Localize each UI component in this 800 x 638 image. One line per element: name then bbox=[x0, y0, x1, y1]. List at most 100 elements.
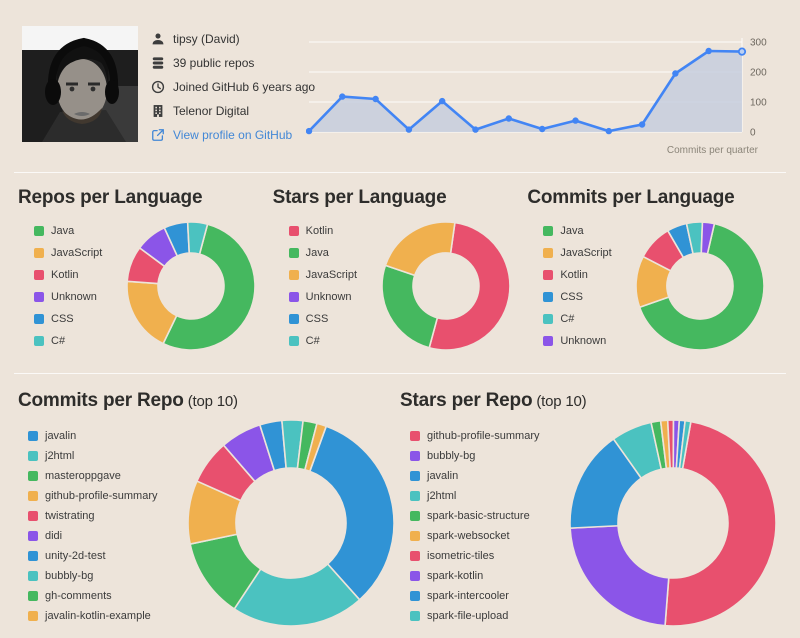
legend-label: javalin-kotlin-example bbox=[45, 610, 151, 622]
legend-item-spark-basic-structure: spark-basic-structure bbox=[410, 510, 566, 522]
data-point bbox=[472, 126, 479, 133]
legend-label: JavaScript bbox=[305, 269, 358, 281]
data-point bbox=[737, 47, 747, 56]
legend-label: didi bbox=[45, 530, 63, 542]
legend-item-didi: didi bbox=[28, 530, 184, 542]
donut-slice-C# bbox=[186, 221, 209, 255]
legend-item-javalin: javalin bbox=[410, 470, 566, 482]
legend-swatch bbox=[288, 270, 299, 280]
view-profile-link[interactable]: View profile on GitHub bbox=[173, 128, 293, 142]
legend-item-bubbly-bg: bubbly-bg bbox=[410, 450, 566, 462]
repos-count-text: 39 public repos bbox=[173, 56, 255, 70]
legend-label: CSS bbox=[305, 313, 329, 325]
profile-organization-row: Telenor Digital bbox=[151, 103, 303, 119]
legend-swatch bbox=[543, 314, 554, 324]
legend-item-github-profile-summary: github-profile-summary bbox=[410, 430, 566, 442]
repos-per-language-donut bbox=[126, 221, 256, 351]
commits-per-repo-card: Commits per Repo (top 10) javalin j2html ma… bbox=[18, 374, 400, 630]
legend-label: Unknown bbox=[51, 291, 97, 303]
data-point bbox=[505, 115, 512, 122]
donut-slice-javalin bbox=[309, 425, 395, 601]
legend-label: CSS bbox=[560, 291, 583, 303]
legend-swatch bbox=[410, 611, 420, 621]
line-area-fill bbox=[309, 51, 742, 132]
legend-item-Unknown: Unknown bbox=[288, 291, 377, 303]
legend-label: Unknown bbox=[560, 335, 607, 347]
user-icon bbox=[152, 33, 164, 45]
commits-per-repo-legend: javalin j2html masteroppgave github-profile… bbox=[28, 430, 184, 630]
legend-label: Kotlin bbox=[51, 269, 79, 281]
legend-label: bubbly-bg bbox=[427, 450, 476, 462]
legend-item-twistrating: twistrating bbox=[28, 510, 184, 522]
legend-label: C# bbox=[560, 313, 575, 325]
donut-slice-spark-file-upload bbox=[678, 419, 692, 470]
legend-label: Java bbox=[305, 247, 329, 259]
data-point bbox=[306, 127, 313, 135]
legend-label: spark-websocket bbox=[427, 530, 510, 542]
commits-per-quarter-chart: 0 100 200 300 bbox=[306, 38, 767, 139]
legend-label: C# bbox=[305, 335, 320, 347]
donut-slice-javalin-kotlin-example bbox=[304, 422, 328, 473]
legend-swatch bbox=[410, 531, 420, 541]
legend-item-Java: Java bbox=[34, 225, 122, 237]
legend-swatch bbox=[28, 551, 38, 561]
legend-swatch bbox=[34, 336, 44, 346]
legend-item-javalin: javalin bbox=[28, 430, 184, 442]
legend-label: masteroppgave bbox=[45, 470, 121, 482]
section-divider bbox=[14, 373, 786, 374]
commits-per-repo-title-text: Commits per Repo bbox=[18, 390, 184, 411]
legend-item-bubbly-bg: bubbly-bg bbox=[28, 570, 184, 582]
legend-item-Unknown: Unknown bbox=[543, 335, 631, 347]
legend-label: github-profile-summary bbox=[45, 490, 158, 502]
legend-swatch bbox=[28, 511, 38, 521]
commits-per-quarter-panel: 0 100 200 300 Commits per quarter bbox=[303, 26, 784, 156]
legend-swatch bbox=[410, 431, 420, 441]
repos-icon bbox=[152, 57, 164, 69]
donut-slice-Unknown bbox=[700, 221, 716, 255]
commits-per-language-card: Commits per Language Java JavaScript Kotli… bbox=[527, 173, 782, 373]
legend-label: unity-2d-test bbox=[45, 550, 106, 562]
legend-swatch bbox=[28, 431, 38, 441]
legend-swatch bbox=[543, 248, 554, 258]
legend-swatch bbox=[28, 491, 38, 501]
legend-item-Kotlin: Kotlin bbox=[543, 269, 631, 281]
legend-item-unity-2d-test: unity-2d-test bbox=[28, 550, 184, 562]
legend-label: Java bbox=[560, 225, 584, 237]
external-link-icon bbox=[152, 129, 164, 141]
legend-label: JavaScript bbox=[51, 247, 103, 259]
legend-swatch bbox=[410, 511, 420, 521]
legend-label: Unknown bbox=[305, 291, 352, 303]
legend-item-masteroppgave: masteroppgave bbox=[28, 470, 184, 482]
data-point bbox=[672, 70, 679, 77]
legend-item-Kotlin: Kotlin bbox=[288, 225, 377, 237]
legend-item-j2html: j2html bbox=[28, 450, 184, 462]
legend-label: twistrating bbox=[45, 510, 95, 522]
legend-label: spark-intercooler bbox=[427, 590, 509, 602]
legend-item-CSS: CSS bbox=[34, 313, 122, 325]
legend-item-Unknown: Unknown bbox=[34, 291, 122, 303]
legend-swatch bbox=[288, 336, 299, 346]
stars-per-repo-title-text: Stars per Repo bbox=[400, 390, 533, 411]
legend-label: isometric-tiles bbox=[427, 550, 495, 562]
y-tick-label: 200 bbox=[750, 68, 767, 79]
donut-slice-Java bbox=[639, 222, 766, 351]
legend-swatch bbox=[34, 292, 44, 302]
avatar bbox=[22, 26, 138, 142]
donut-slice-Java bbox=[380, 264, 438, 349]
legend-item-CSS: CSS bbox=[543, 291, 631, 303]
legend-swatch bbox=[543, 336, 554, 346]
legend-swatch bbox=[28, 471, 38, 481]
stars-per-repo-donut bbox=[569, 419, 777, 627]
repos-per-language-legend: Java JavaScript Kotlin Unknown CSS C# bbox=[34, 225, 122, 357]
legend-label: spark-basic-structure bbox=[427, 510, 530, 522]
legend-item-Java: Java bbox=[543, 225, 631, 237]
legend-swatch bbox=[28, 611, 38, 621]
repos-per-language-card: Repos per Language Java JavaScript Kotlin U… bbox=[18, 173, 273, 373]
legend-label: bubbly-bg bbox=[45, 570, 94, 582]
legend-swatch bbox=[34, 314, 44, 324]
legend-label: javalin bbox=[427, 470, 459, 482]
data-point bbox=[439, 97, 446, 105]
legend-label: spark-kotlin bbox=[427, 570, 484, 582]
section-divider bbox=[14, 172, 786, 173]
